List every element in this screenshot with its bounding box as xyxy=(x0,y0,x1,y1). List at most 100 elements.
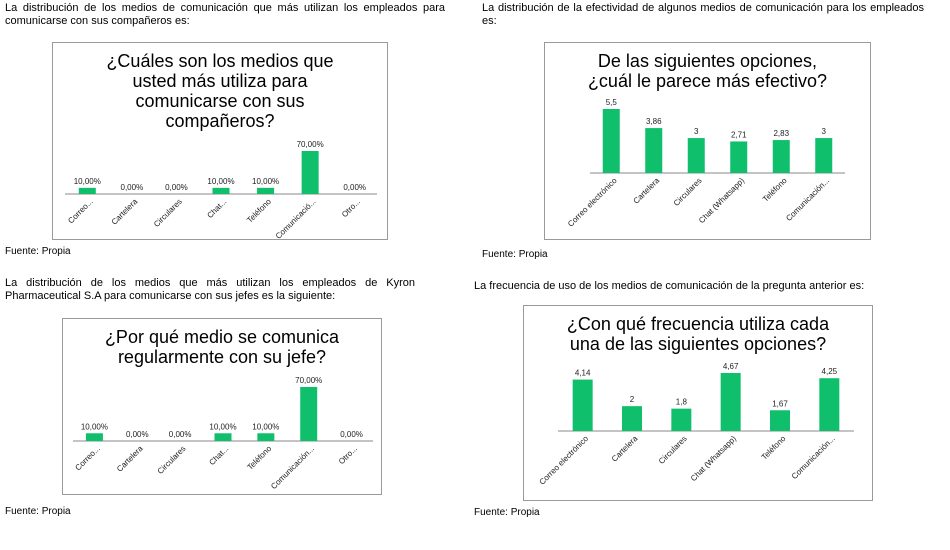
bar-chart-1: 10,00% Correo... 0,00% Cartelera 0,00% Circul… xyxy=(65,140,377,241)
data-label: 2,71 xyxy=(731,130,747,139)
category-label: Teléfono xyxy=(246,444,274,472)
category-label: Comunicació... xyxy=(274,197,318,241)
data-label: 0,00% xyxy=(343,183,366,192)
bar xyxy=(772,140,790,173)
data-label: 10,00% xyxy=(252,422,279,431)
category-label: Chat... xyxy=(205,197,228,220)
bar xyxy=(687,138,705,173)
category-label: Circulares xyxy=(657,434,689,466)
data-label: 1,67 xyxy=(772,399,788,408)
bar xyxy=(720,373,741,431)
bar xyxy=(300,387,318,441)
chart-title-line: regularmente con su jefe? xyxy=(117,347,327,367)
data-label: 3 xyxy=(694,127,699,136)
bar xyxy=(730,141,748,173)
category-label: Comunicación... xyxy=(790,434,837,481)
category-label: Otro... xyxy=(337,444,359,466)
bar xyxy=(257,433,275,441)
category-label: Teléfono xyxy=(760,434,788,462)
chart-title-line: ¿Con qué frecuencia utiliza cada xyxy=(566,314,830,334)
category-label: Cartelera xyxy=(632,176,662,206)
bar xyxy=(815,138,833,173)
bar xyxy=(214,433,232,441)
bar xyxy=(645,128,663,173)
chart-panel-1: ¿Cuáles son los medios que usted más uti… xyxy=(52,42,388,241)
source-note-4: Fuente: Propia xyxy=(474,507,540,518)
bar xyxy=(301,151,319,194)
data-label: 4,25 xyxy=(822,367,838,376)
chart-panel-2: De las siguientes opciones, ¿cuál le par… xyxy=(544,42,871,240)
chart-title-line: De las siguientes opciones, xyxy=(597,51,818,71)
category-label: Otro... xyxy=(340,197,362,219)
data-label: 70,00% xyxy=(297,140,324,149)
intro-text-4: La frecuencia de uso de los medios de co… xyxy=(474,280,865,292)
chart-title-2: De las siguientes opciones, ¿cuál le par… xyxy=(545,51,870,91)
category-label: Chat (Whatsapp) xyxy=(689,434,738,483)
category-label: Chat... xyxy=(207,444,230,467)
bar-chart-3: 10,00% Correo... 0,00% Cartelera 0,00% Circul… xyxy=(73,376,373,491)
data-label: 10,00% xyxy=(74,177,101,186)
category-label: Cartelera xyxy=(115,444,145,474)
data-label: 10,00% xyxy=(252,177,279,186)
chart-title-1: ¿Cuáles son los medios que usted más uti… xyxy=(53,51,387,131)
data-label: 3 xyxy=(822,127,827,136)
data-label: 5,5 xyxy=(606,98,618,107)
data-label: 10,00% xyxy=(207,177,234,186)
data-label: 70,00% xyxy=(295,376,322,385)
data-label: 10,00% xyxy=(81,422,108,431)
bar-chart-4: 4,14 Correo electrónico 2 Cartelera 1,8 Circu… xyxy=(537,362,854,487)
category-label: Circulares xyxy=(152,197,184,229)
bar xyxy=(770,410,790,431)
data-label: 4,67 xyxy=(723,362,739,371)
chart-panel-4: ¿Con qué frecuencia utiliza cada una de … xyxy=(523,305,873,501)
category-label: Teléfono xyxy=(761,176,789,204)
bar xyxy=(671,408,692,431)
data-label: 10,00% xyxy=(209,422,236,431)
chart-title-line: ¿Cuáles son los medios que xyxy=(106,51,334,71)
chart-title-line: compañeros? xyxy=(165,111,275,131)
category-label: Correo... xyxy=(73,444,101,472)
chart-title-4: ¿Con qué frecuencia utiliza cada una de … xyxy=(524,314,872,354)
data-label: 3,86 xyxy=(646,117,662,126)
category-label: Chat (Whatsapp) xyxy=(697,176,746,225)
chart-title-line: una de las siguientes opciones? xyxy=(569,334,827,354)
data-label: 4,14 xyxy=(575,369,591,378)
bar xyxy=(622,406,642,431)
bar xyxy=(819,378,840,431)
bar xyxy=(572,379,593,431)
chart-title-line: ¿Por qué medio se comunica xyxy=(104,327,340,347)
category-label: Comunicación... xyxy=(784,176,831,223)
intro-text-2: La distribución de la efectividad de alg… xyxy=(482,2,924,27)
bar-chart-2: 5,5 Correo electrónico 3,86 Cartelera 3 Circu… xyxy=(566,98,845,229)
bar xyxy=(602,109,620,173)
bar xyxy=(78,187,96,194)
category-label: Correo electrónico xyxy=(566,176,619,229)
category-label: Circulares xyxy=(672,176,704,208)
data-label: 0,00% xyxy=(165,183,188,192)
chart-title-line: ¿cuál le parece más efectivo? xyxy=(587,71,828,91)
data-label: 0,00% xyxy=(126,430,149,439)
data-label: 2,83 xyxy=(773,129,789,138)
category-label: Cartelera xyxy=(610,434,640,464)
bar xyxy=(85,433,103,441)
chart-panel-3: ¿Por qué medio se comunica regularmente … xyxy=(62,318,382,495)
chart-title-3: ¿Por qué medio se comunica regularmente … xyxy=(63,327,381,367)
bar xyxy=(257,187,275,194)
chart-title-line: comunicarse con sus xyxy=(135,91,305,111)
category-label: Circulares xyxy=(156,444,188,476)
bar xyxy=(212,187,230,194)
category-label: Correo... xyxy=(66,197,94,225)
data-label: 2 xyxy=(630,395,635,404)
chart-title-line: usted más utiliza para xyxy=(132,71,308,91)
data-label: 1,8 xyxy=(676,398,688,407)
intro-text-3: La distribución de los medios que más ut… xyxy=(5,277,415,302)
data-label: 0,00% xyxy=(340,430,363,439)
source-note-3: Fuente: Propia xyxy=(5,506,71,517)
category-label: Comunicación... xyxy=(269,444,316,491)
category-label: Cartelera xyxy=(110,197,140,227)
source-note-1: Fuente: Propia xyxy=(5,246,71,257)
category-label: Correo electrónico xyxy=(537,434,590,487)
data-label: 0,00% xyxy=(121,183,144,192)
category-label: Teléfono xyxy=(245,197,273,225)
source-note-2: Fuente: Propia xyxy=(482,249,548,260)
